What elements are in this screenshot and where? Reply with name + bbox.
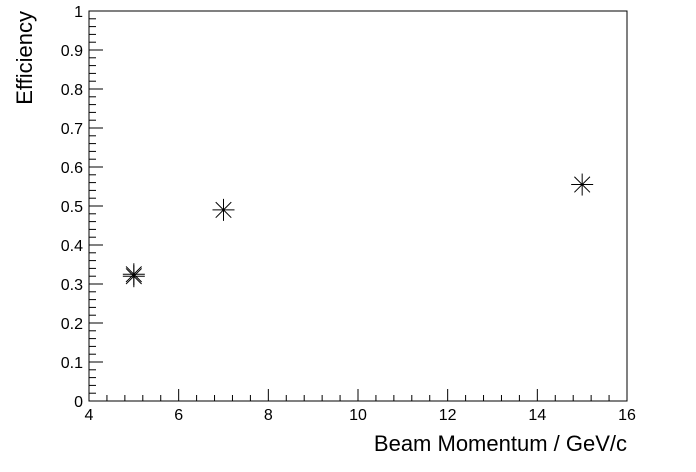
y-tick-label: 0 [74,394,83,411]
y-tick-label: 0.3 [61,277,83,294]
y-tick-label: 0.2 [61,316,83,333]
x-tick-label: 8 [264,407,273,424]
y-tick-label: 0.4 [61,238,83,255]
y-tick-label: 0.8 [61,82,83,99]
star-marker [212,198,235,221]
y-tick-label: 0.1 [61,355,83,372]
y-tick-label: 0.9 [61,43,83,60]
x-tick-label: 14 [528,407,546,424]
x-tick-label: 16 [618,407,636,424]
marker-stroke [125,268,142,285]
star-marker [122,265,145,288]
x-tick-label: 12 [439,407,457,424]
x-axis-ticks [88,389,628,401]
marker-stroke [215,201,232,219]
y-tick-label: 1 [74,4,83,21]
y-axis-label: Efficiency [12,11,37,105]
star-marker [571,173,594,196]
data-markers [122,173,594,288]
plot-frame [88,10,628,402]
y-tick-label: 0.6 [61,160,83,177]
y-tick-label: 0.7 [61,121,83,138]
x-axis-tick-labels: 4 6 8 10 12 14 16 [85,407,636,424]
x-tick-label: 10 [349,407,367,424]
y-axis-ticks [89,10,103,402]
y-axis-tick-labels: 0 0.1 0.2 0.3 0.4 0.5 0.6 0.7 0.8 0.9 1 [61,4,83,411]
y-tick-label: 0.5 [61,199,83,216]
marker-stroke [574,176,591,193]
x-tick-label: 6 [174,407,183,424]
x-tick-label: 4 [85,407,94,424]
x-axis-label: Beam Momentum / GeV/c [374,431,627,456]
